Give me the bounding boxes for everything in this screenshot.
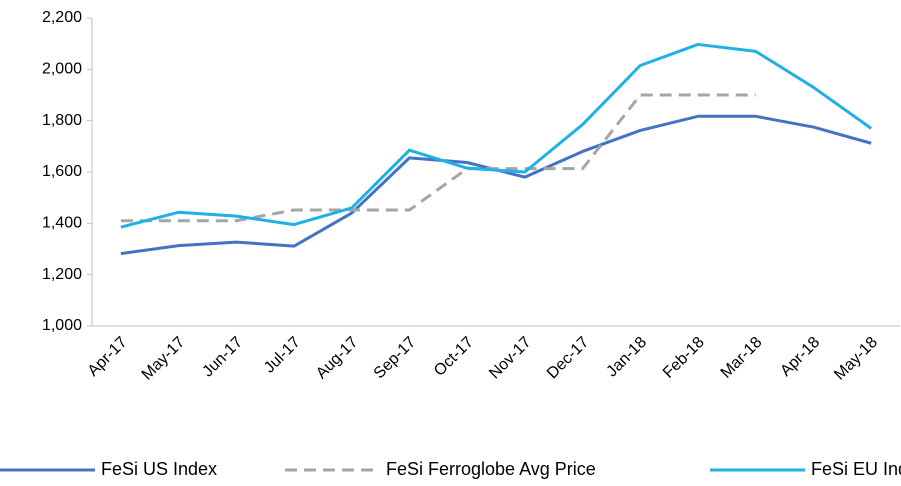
x-tick-label: May-17 [139, 334, 189, 384]
y-tick-label: 1,600 [42, 163, 82, 180]
series-line [120, 42, 873, 229]
x-tick-label: Aug-17 [313, 334, 362, 383]
y-tick-label: 1,200 [42, 266, 82, 283]
legend-label: FeSi US Index [101, 459, 217, 479]
x-tick-label: Jun-17 [199, 334, 246, 381]
x-tick-label: Feb-18 [660, 334, 708, 382]
y-tick-label: 1,000 [42, 317, 82, 334]
series-line [120, 93, 756, 223]
y-tick-label: 1,400 [42, 215, 82, 232]
y-tick-label: 1,800 [42, 112, 82, 129]
series-line [120, 114, 872, 256]
x-tick-label: Apr-18 [777, 334, 823, 380]
x-tick-label: Dec-17 [544, 334, 593, 383]
x-tick-label: Apr-17 [85, 334, 131, 380]
y-tick-label: 2,200 [42, 9, 82, 26]
x-tick-label: Mar-18 [718, 334, 766, 382]
y-tick-label: 2,000 [42, 61, 82, 78]
legend-label: FeSi Ferroglobe Avg Price [386, 459, 596, 479]
x-tick-label: Oct-17 [431, 334, 477, 380]
legend-label: FeSi EU Index [811, 459, 901, 479]
x-tick-label: Sep-17 [371, 334, 420, 383]
x-tick-label: Jul-17 [261, 334, 304, 377]
x-tick-label: May-18 [831, 334, 881, 384]
x-tick-label: Jan-18 [603, 334, 650, 381]
x-tick-label: Nov-17 [486, 334, 535, 383]
